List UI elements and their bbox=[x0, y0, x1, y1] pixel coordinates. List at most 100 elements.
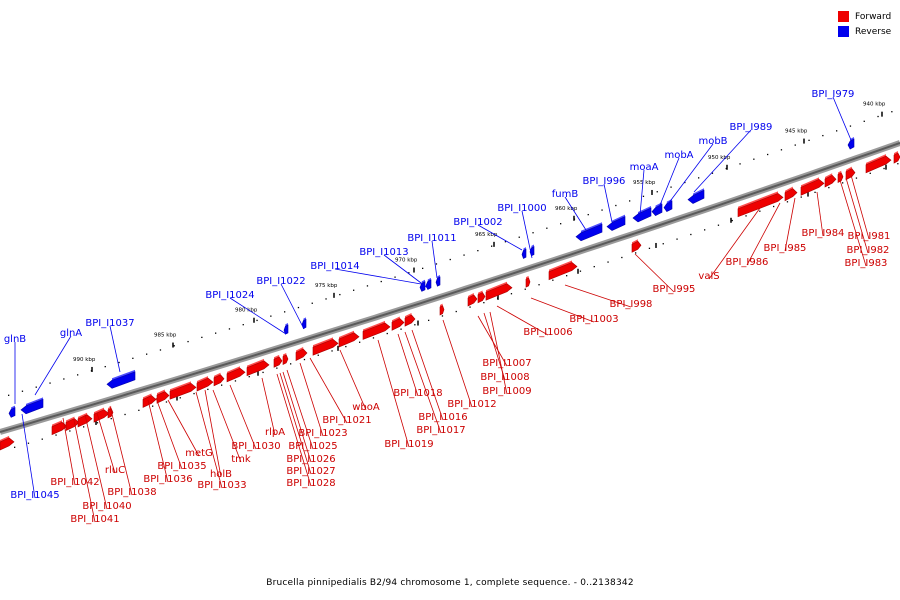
scale-label: 970 kbp bbox=[395, 258, 418, 264]
scale-dot bbox=[207, 388, 209, 391]
scale-dot bbox=[380, 280, 382, 283]
scale-dot bbox=[780, 149, 783, 151]
scale-dot bbox=[560, 223, 562, 225]
gene-label: BPI_I1036 bbox=[143, 474, 192, 485]
scale-label: 940 kbp bbox=[863, 102, 886, 108]
leader-line bbox=[667, 143, 714, 205]
scale-dot bbox=[297, 306, 300, 309]
gene-label: BPI_I986 bbox=[726, 257, 769, 268]
reverse-feature bbox=[847, 136, 855, 150]
leader-line bbox=[839, 179, 867, 267]
forward-feature bbox=[865, 154, 892, 174]
scale-dot bbox=[786, 201, 789, 203]
gene-label: BPI_I1030 bbox=[231, 441, 280, 452]
scale-dot bbox=[863, 120, 865, 122]
leader-line bbox=[639, 169, 645, 216]
scale-dot bbox=[552, 279, 554, 281]
gene-label: BPI_I998 bbox=[610, 299, 653, 310]
scale-dot bbox=[215, 332, 217, 334]
reverse-feature bbox=[283, 322, 289, 335]
scale-label: 960 kbp bbox=[555, 206, 578, 212]
gene-label: BPI_I983 bbox=[845, 258, 888, 269]
scale-dot bbox=[394, 276, 396, 278]
gene-label: BPI_I1037 bbox=[85, 318, 134, 329]
scale-label: 945 kbp bbox=[785, 129, 808, 135]
reverse-feature bbox=[632, 205, 652, 223]
leader-line bbox=[167, 399, 200, 457]
reverse-swatch bbox=[838, 26, 849, 37]
scale-dot bbox=[435, 263, 438, 265]
scale-dot bbox=[8, 394, 10, 396]
leader-line bbox=[261, 377, 276, 436]
scale-dot bbox=[193, 392, 195, 395]
scale-dot bbox=[800, 196, 802, 198]
forward-feature bbox=[295, 347, 308, 361]
gene-label: BPI_I1040 bbox=[82, 501, 131, 512]
forward-feature bbox=[404, 312, 416, 327]
scale-dot bbox=[794, 144, 796, 146]
leader-line bbox=[657, 157, 680, 211]
gene-label: rlpA bbox=[265, 427, 285, 438]
leader-line bbox=[564, 196, 587, 231]
scale-dot bbox=[366, 285, 369, 287]
scale-dot bbox=[745, 215, 747, 217]
reverse-feature bbox=[20, 397, 44, 415]
scale-dot bbox=[704, 229, 706, 231]
scale-dot bbox=[855, 177, 858, 179]
scale-dot bbox=[372, 337, 375, 339]
gene-label: BPI_I1009 bbox=[482, 386, 531, 397]
forward-swatch bbox=[838, 11, 849, 22]
scale-dot bbox=[325, 298, 327, 300]
leader-line bbox=[34, 335, 72, 396]
gene-label: BPI_I984 bbox=[802, 228, 845, 239]
gene-label: BPI_I1022 bbox=[256, 276, 305, 287]
reverse-feature bbox=[419, 279, 426, 292]
leader-line bbox=[212, 389, 242, 463]
scale-dot bbox=[339, 293, 341, 296]
leader-line bbox=[845, 177, 869, 254]
scale-label: 985 kbp bbox=[154, 333, 177, 339]
scale-dot bbox=[353, 289, 355, 291]
leader-line bbox=[279, 372, 312, 475]
scale-dot bbox=[532, 232, 534, 234]
gene-label: BPI_I1019 bbox=[384, 439, 433, 450]
scale-dot bbox=[463, 254, 465, 256]
leader-line bbox=[708, 207, 761, 280]
forward-feature bbox=[246, 358, 270, 377]
scale-dot bbox=[477, 249, 479, 252]
gene-label: BPI_I1045 bbox=[10, 490, 59, 501]
leader-line bbox=[530, 297, 595, 323]
leader-line bbox=[411, 329, 444, 421]
leader-line bbox=[521, 210, 533, 259]
scale-dot bbox=[676, 238, 678, 240]
legend-item-reverse: Reverse bbox=[838, 24, 891, 39]
forward-feature bbox=[0, 435, 15, 451]
scale-label: 955 kbp bbox=[633, 180, 656, 186]
scale-dot bbox=[897, 163, 899, 165]
scale-dot bbox=[228, 328, 231, 330]
scale-dot bbox=[449, 258, 451, 261]
leader-line bbox=[784, 197, 796, 252]
gene-label: BPI_I1033 bbox=[197, 480, 246, 491]
scale-label: 950 kbp bbox=[708, 155, 731, 161]
scale-dot bbox=[566, 275, 568, 277]
leader-line bbox=[109, 325, 121, 373]
scale-dot bbox=[842, 182, 844, 184]
gene-label: BPI_I1042 bbox=[50, 477, 99, 488]
reverse-feature bbox=[435, 274, 441, 287]
forward-feature bbox=[226, 366, 246, 383]
forward-feature bbox=[213, 372, 225, 387]
forward-feature bbox=[65, 416, 80, 431]
leader-line bbox=[383, 254, 430, 290]
gene-label: BPI_I985 bbox=[764, 243, 807, 254]
scale-dot bbox=[165, 401, 168, 403]
forward-feature bbox=[282, 352, 289, 365]
scale-label: 990 kbp bbox=[73, 357, 96, 363]
leader-line bbox=[850, 174, 870, 240]
scale-dot bbox=[615, 204, 617, 207]
gene-label: metG bbox=[185, 448, 213, 459]
leader-line bbox=[477, 224, 523, 251]
scale-dot bbox=[836, 130, 838, 132]
